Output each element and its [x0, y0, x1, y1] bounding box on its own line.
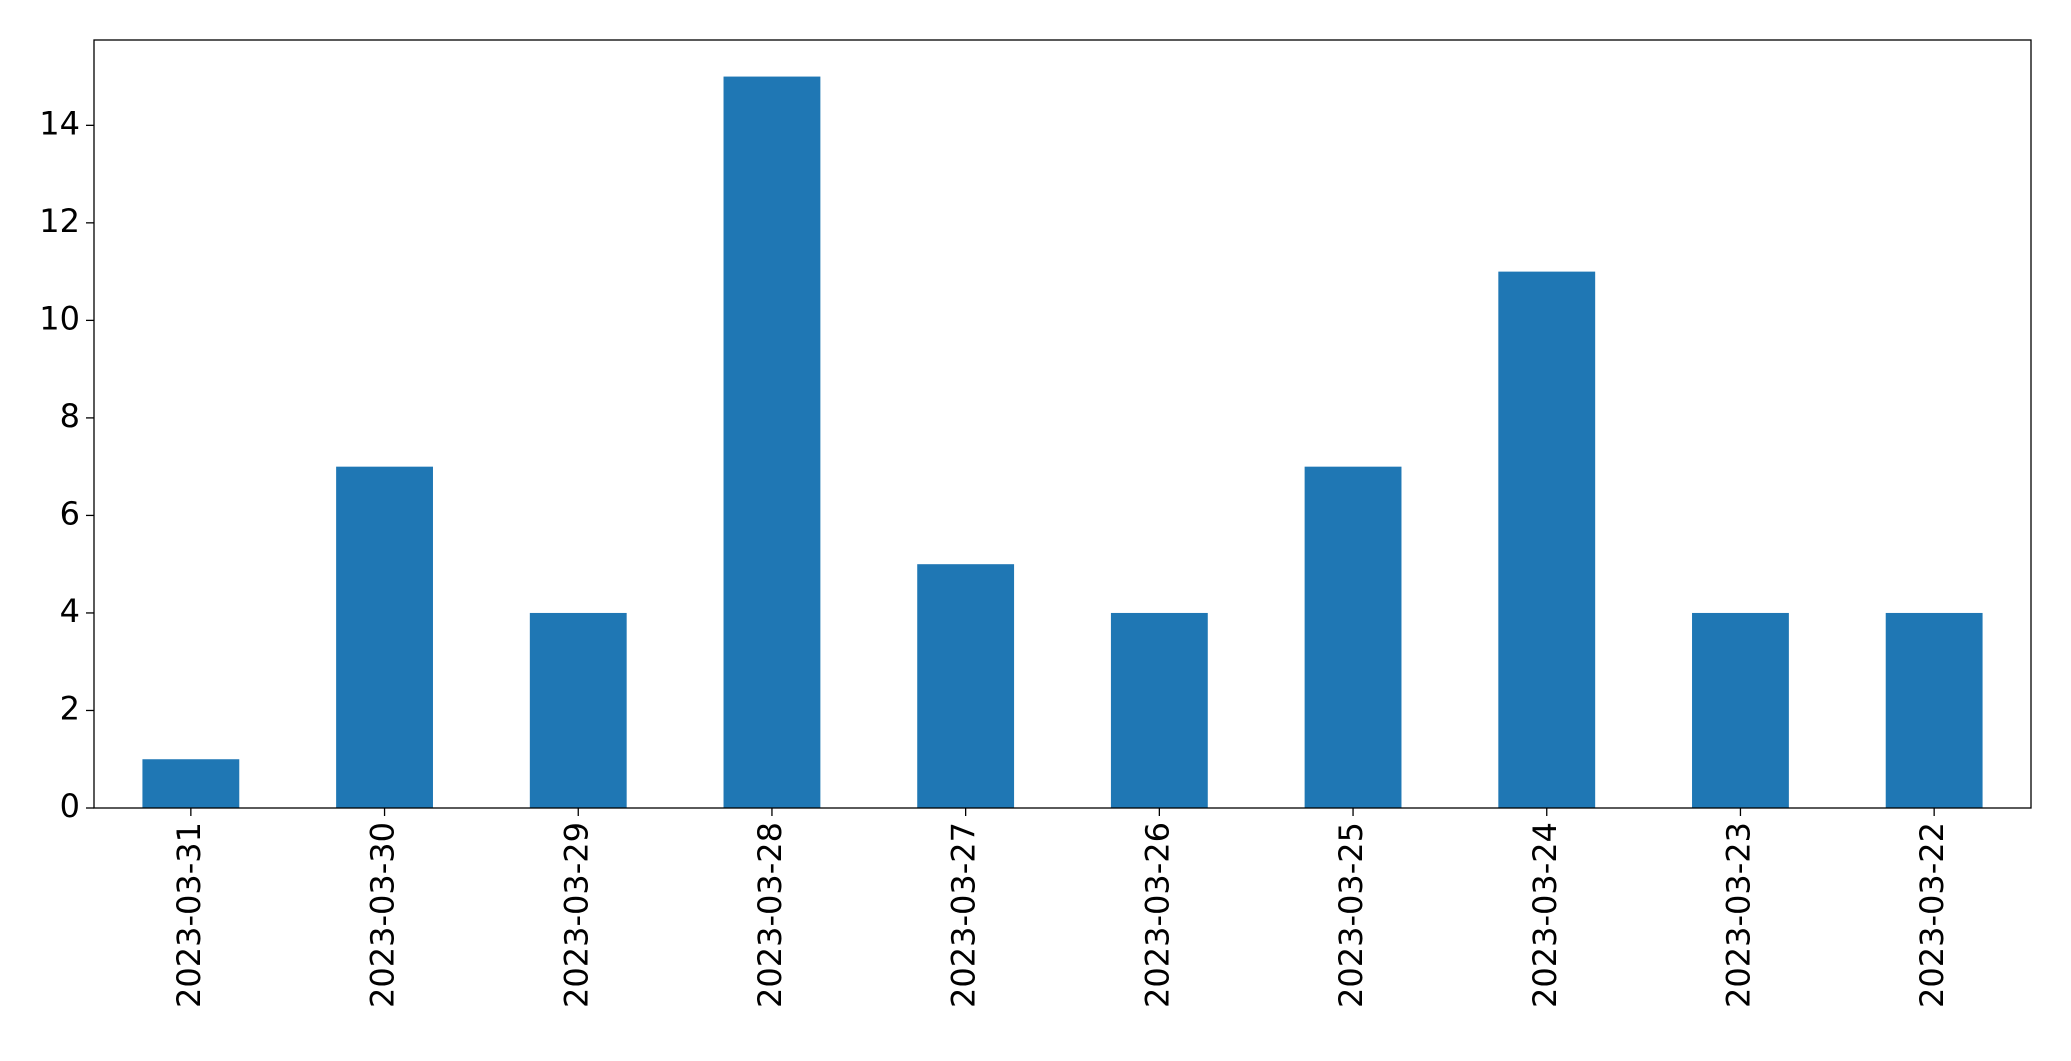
bar	[529, 612, 627, 808]
x-tick-label: 2023-03-27	[945, 822, 983, 1008]
x-tick-label: 2023-03-25	[1332, 822, 1370, 1008]
x-tick-label: 2023-03-31	[170, 822, 208, 1008]
x-tick-label: 2023-03-30	[364, 822, 402, 1008]
bar	[336, 466, 433, 808]
bar	[723, 76, 821, 809]
y-tick-label: 14	[39, 104, 80, 142]
y-tick-label: 8	[60, 397, 80, 435]
x-tick-label: 2023-03-23	[1719, 822, 1757, 1008]
x-tick-label: 2023-03-24	[1526, 822, 1564, 1008]
y-tick-label: 0	[60, 787, 80, 825]
bar	[1498, 271, 1596, 809]
x-tick-label: 2023-03-29	[557, 822, 595, 1008]
bar	[1692, 612, 1789, 808]
bar	[1304, 466, 1402, 808]
x-tick-label: 2023-03-28	[751, 822, 789, 1008]
x-tick-label: 2023-03-26	[1138, 822, 1176, 1008]
bar	[1885, 612, 1983, 808]
x-tick-label: 2023-03-22	[1913, 822, 1951, 1008]
y-tick-label: 2	[60, 689, 80, 727]
plot-frame	[93, 39, 2032, 809]
bar	[142, 759, 240, 808]
bar	[917, 564, 1015, 808]
y-tick-label: 6	[60, 494, 80, 532]
y-tick-label: 10	[39, 299, 80, 337]
y-tick-label: 12	[39, 202, 80, 240]
bar	[1110, 612, 1208, 808]
y-tick-label: 4	[60, 592, 80, 630]
